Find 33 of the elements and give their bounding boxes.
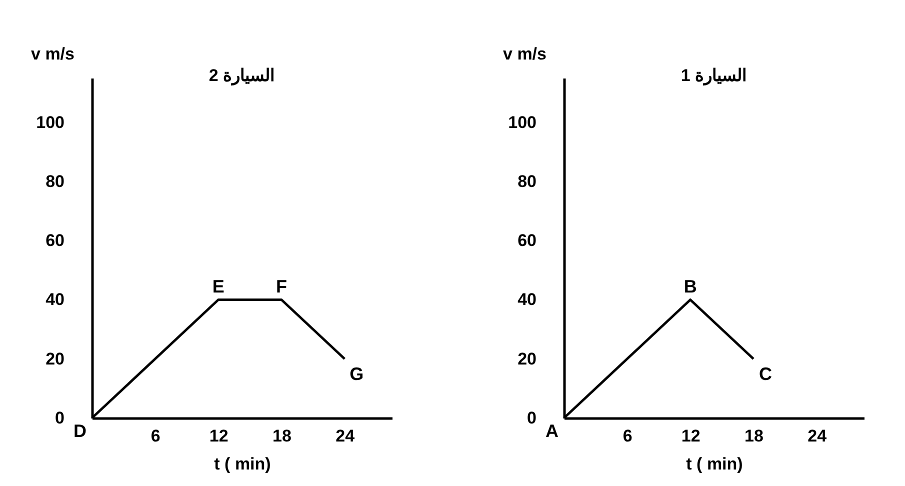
y-axis-title: v m/s — [31, 44, 74, 64]
x-tick-label: 24 — [336, 426, 356, 446]
y-tick-label: 40 — [518, 290, 536, 310]
y-tick-label: 100 — [36, 112, 64, 132]
y-tick-label: 80 — [46, 172, 64, 191]
x-tick-label: 18 — [272, 426, 292, 446]
y-tick-label: 100 — [508, 112, 536, 132]
y-tick-label: 40 — [46, 290, 64, 310]
x-axis-title: t ( min) — [686, 454, 743, 474]
annotation: A — [546, 421, 558, 441]
annotation: G — [350, 364, 364, 384]
x-tick-label: 24 — [808, 426, 828, 446]
x-tick-label: 6 — [150, 426, 160, 446]
x-axis-title: t ( min) — [214, 454, 271, 474]
x-tick-label: 12 — [681, 426, 700, 446]
x-tick-label: 12 — [209, 426, 228, 446]
y-tick-label: 0 — [527, 408, 536, 428]
y-tick-label: 60 — [518, 231, 536, 250]
chart-title: السيارة 2 — [208, 66, 276, 86]
chart-title: السيارة 1 — [680, 66, 748, 86]
annotation: C — [758, 364, 772, 384]
annotation: F — [276, 276, 287, 297]
annotation: B — [684, 276, 697, 297]
x-tick-label: 18 — [744, 426, 764, 446]
x-tick-label: 6 — [622, 426, 632, 446]
annotation: D — [74, 421, 86, 441]
y-tick-label: 20 — [518, 349, 536, 368]
y-tick-label: 60 — [46, 231, 64, 250]
y-tick-label: 20 — [46, 349, 64, 368]
y-axis-title: v m/s — [503, 44, 546, 64]
y-tick-label: 0 — [55, 408, 64, 428]
y-tick-label: 80 — [518, 172, 536, 191]
annotation: E — [212, 276, 224, 297]
